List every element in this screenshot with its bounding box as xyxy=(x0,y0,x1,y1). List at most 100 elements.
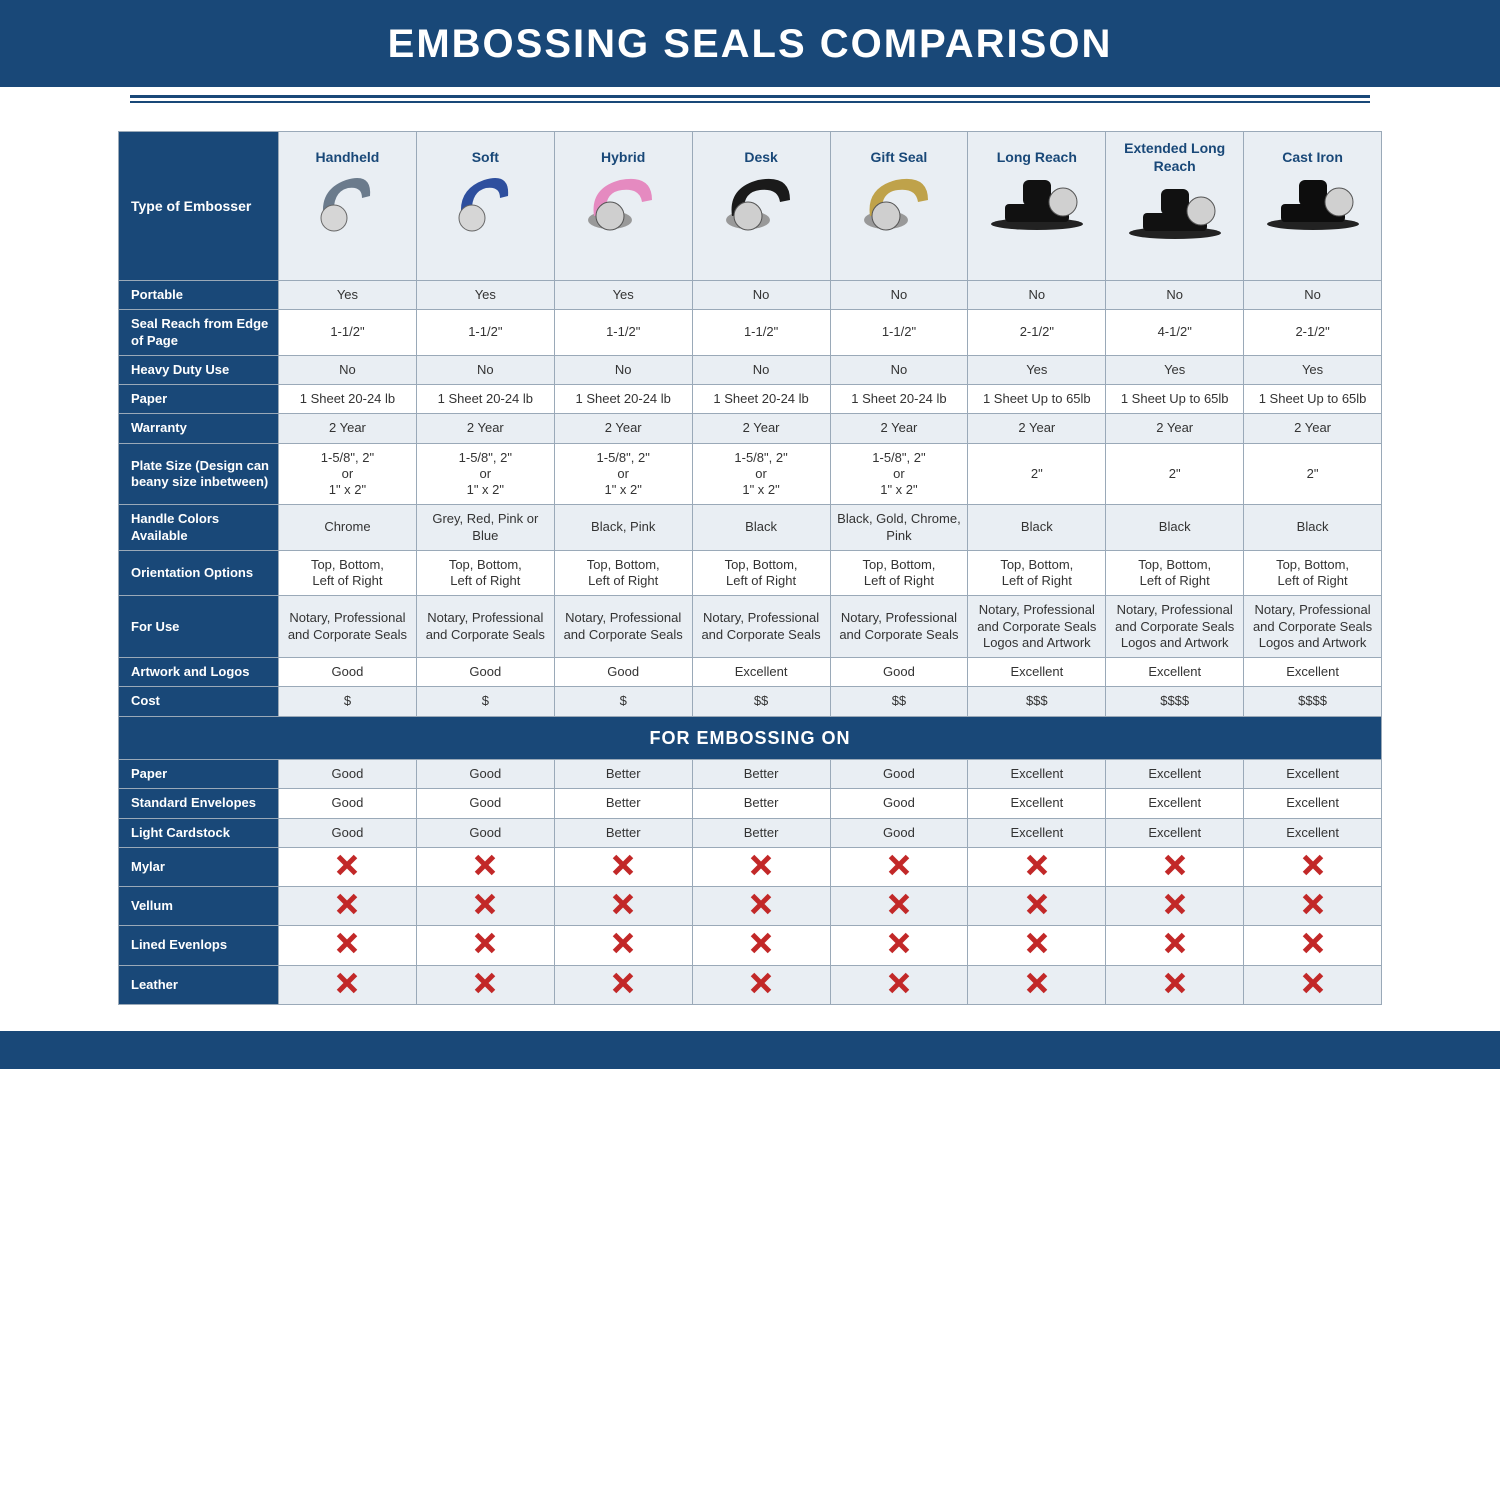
row-label: Standard Envelopes xyxy=(119,789,279,818)
cell xyxy=(968,926,1106,965)
x-icon xyxy=(1026,932,1048,954)
col-label: Handheld xyxy=(283,149,412,167)
embosser-icon xyxy=(1248,170,1377,265)
cell: 1-1/2" xyxy=(416,310,554,356)
col-header-gift: Gift Seal xyxy=(830,132,968,281)
cell: Top, Bottom,Left of Right xyxy=(1244,550,1382,596)
table-header-row: Type of EmbosserHandheld Soft Hybrid Des… xyxy=(119,132,1382,281)
cell: Black, Gold, Chrome, Pink xyxy=(830,505,968,551)
cell: Excellent xyxy=(1106,818,1244,847)
table-row: Paper1 Sheet 20-24 lb1 Sheet 20-24 lb1 S… xyxy=(119,385,1382,414)
cell xyxy=(554,887,692,926)
x-icon xyxy=(474,972,496,994)
col-header-hybrid: Hybrid xyxy=(554,132,692,281)
x-icon xyxy=(1302,854,1324,876)
row-label: Seal Reach from Edge of Page xyxy=(119,310,279,356)
table-row: Lined Evenlops xyxy=(119,926,1382,965)
cell: $ xyxy=(416,687,554,716)
x-icon xyxy=(1164,893,1186,915)
cell xyxy=(416,887,554,926)
table-row: PortableYesYesYesNoNoNoNoNo xyxy=(119,281,1382,310)
cell: Good xyxy=(830,789,968,818)
cell: Good xyxy=(279,818,417,847)
cell: 2" xyxy=(1244,443,1382,505)
x-icon xyxy=(750,972,772,994)
cell: Good xyxy=(279,760,417,789)
cell: 1-5/8", 2"or1" x 2" xyxy=(692,443,830,505)
cell: 2 Year xyxy=(279,414,417,443)
cell: Excellent xyxy=(968,818,1106,847)
cell: Yes xyxy=(416,281,554,310)
x-icon xyxy=(750,893,772,915)
cell: Yes xyxy=(279,281,417,310)
table-row: Handle Colors AvailableChromeGrey, Red, … xyxy=(119,505,1382,551)
x-icon xyxy=(336,854,358,876)
x-icon xyxy=(612,932,634,954)
cell xyxy=(279,965,417,1004)
section-header-row: FOR EMBOSSING ON xyxy=(119,716,1382,760)
cell xyxy=(692,847,830,886)
cell: Good xyxy=(554,658,692,687)
cell: 2" xyxy=(968,443,1106,505)
cell: Better xyxy=(692,818,830,847)
cell: Excellent xyxy=(968,789,1106,818)
col-label: Cast Iron xyxy=(1248,149,1377,167)
cell: Good xyxy=(830,760,968,789)
x-icon xyxy=(1164,972,1186,994)
cell: Notary, Professional and Corporate Seals xyxy=(279,596,417,658)
cell: 1-1/2" xyxy=(830,310,968,356)
x-icon xyxy=(1026,854,1048,876)
x-icon xyxy=(1026,972,1048,994)
cell: Better xyxy=(554,789,692,818)
section-label: FOR EMBOSSING ON xyxy=(119,716,1382,760)
col-header-desk: Desk xyxy=(692,132,830,281)
cell: No xyxy=(1106,281,1244,310)
cell: No xyxy=(692,281,830,310)
cell xyxy=(968,847,1106,886)
row-label: Lined Evenlops xyxy=(119,926,279,965)
row-header-type: Type of Embosser xyxy=(119,132,279,281)
cell xyxy=(1106,887,1244,926)
cell: 1 Sheet Up to 65lb xyxy=(1244,385,1382,414)
row-label: Light Cardstock xyxy=(119,818,279,847)
cell: $ xyxy=(554,687,692,716)
cell: Excellent xyxy=(1244,658,1382,687)
cell: No xyxy=(1244,281,1382,310)
cell: Yes xyxy=(968,355,1106,384)
cell: No xyxy=(968,281,1106,310)
cell: 2 Year xyxy=(416,414,554,443)
cell: Top, Bottom,Left of Right xyxy=(1106,550,1244,596)
cell: Yes xyxy=(1244,355,1382,384)
cell xyxy=(416,847,554,886)
x-icon xyxy=(336,932,358,954)
col-label: Long Reach xyxy=(972,149,1101,167)
cell xyxy=(830,847,968,886)
cell: Excellent xyxy=(692,658,830,687)
cell xyxy=(554,965,692,1004)
embosser-icon xyxy=(697,170,826,265)
row-label: Artwork and Logos xyxy=(119,658,279,687)
cell: $$$ xyxy=(968,687,1106,716)
row-label: For Use xyxy=(119,596,279,658)
cell: 4-1/2" xyxy=(1106,310,1244,356)
cell: 2 Year xyxy=(692,414,830,443)
col-label: Desk xyxy=(697,149,826,167)
col-header-handheld: Handheld xyxy=(279,132,417,281)
cell: Notary, Professional and Corporate Seals xyxy=(830,596,968,658)
x-icon xyxy=(888,893,910,915)
x-icon xyxy=(888,932,910,954)
col-label: Soft xyxy=(421,149,550,167)
cell xyxy=(1244,965,1382,1004)
row-label: Portable xyxy=(119,281,279,310)
x-icon xyxy=(1164,932,1186,954)
cell: Yes xyxy=(554,281,692,310)
cell: Notary, Professional and Corporate Seals xyxy=(554,596,692,658)
cell: 1-1/2" xyxy=(554,310,692,356)
embosser-icon xyxy=(972,170,1101,265)
cell: Excellent xyxy=(1244,760,1382,789)
cell xyxy=(554,847,692,886)
col-label: Extended Long Reach xyxy=(1110,140,1239,175)
cell: Top, Bottom,Left of Right xyxy=(968,550,1106,596)
row-label: Vellum xyxy=(119,887,279,926)
cell: Better xyxy=(692,789,830,818)
